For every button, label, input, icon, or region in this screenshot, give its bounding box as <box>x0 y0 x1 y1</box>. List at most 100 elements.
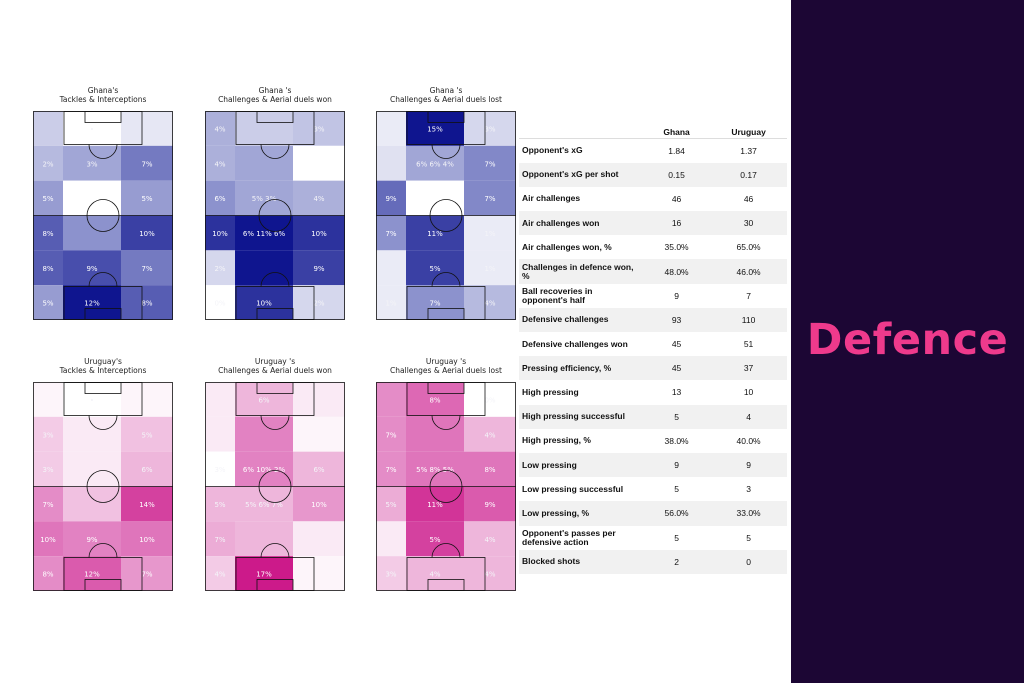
ghana-value-cell: 5 <box>674 532 679 543</box>
cell-label: 9% <box>86 265 97 273</box>
cell-label: 6% <box>313 466 324 474</box>
top-goal-box <box>256 382 294 394</box>
pitch-title: Ghana 's Challenges & Aerial duels won <box>218 86 332 104</box>
heatmap-cell <box>33 250 63 286</box>
heatmap-cell <box>33 285 63 320</box>
table-row: Air challenges won, % 35.0% 65.0% <box>519 235 787 259</box>
heatmap-cell <box>406 416 464 452</box>
bottom-goal-box <box>427 579 465 591</box>
bottom-goal-box <box>256 579 294 591</box>
uruguay-value-cell: 30 <box>743 218 754 229</box>
cell-label: 3% <box>313 125 324 133</box>
top-penalty-arc <box>88 144 118 159</box>
heatmap-cell <box>205 521 235 557</box>
cell-label: 7% <box>141 571 152 579</box>
cell-label: 7% <box>484 195 495 203</box>
cell-label: 9% <box>484 501 495 509</box>
pitch-title: Ghana 's Challenges & Aerial duels lost <box>390 86 502 104</box>
table-row: Low pressing successful 5 3 <box>519 477 787 501</box>
cell-label: 8% <box>484 466 495 474</box>
top-penalty-arc <box>431 144 461 159</box>
table-row: Low pressing, % 56.0% 33.0% <box>519 501 787 526</box>
table-row: High pressing successful 5 4 <box>519 404 787 429</box>
cell-label: 14% <box>139 501 155 509</box>
heatmap-cell <box>293 486 345 522</box>
pitch-svg: 15% 3% 6% 6% 4% 7% 9% 7% 7% 11% 1% 5% 1% 1% 7% 4% <box>376 111 516 320</box>
cell-label: 8% <box>42 265 53 273</box>
uruguay-value-cell: 0 <box>746 556 751 567</box>
cell-label: 4% <box>484 571 495 579</box>
ghana-value-cell: 48.0% <box>664 266 689 277</box>
metric-cell: Air challenges won, % <box>522 241 612 252</box>
pitch-title: Uruguay 's Challenges & Aerial duels won <box>218 357 332 375</box>
pitch-title: Uruguay 's Challenges & Aerial duels los… <box>390 357 502 375</box>
heatmap-cell <box>63 111 121 146</box>
bottom-penalty-arc <box>431 272 461 287</box>
heatmap-cell <box>464 111 516 146</box>
cell-label: 11% <box>427 501 443 509</box>
heatmap-cell <box>464 145 516 181</box>
pitch-title: Uruguay's Tackles & Interceptions <box>59 357 147 375</box>
table-row: High pressing 13 10 <box>519 380 787 404</box>
heatmap-cell <box>121 382 173 417</box>
center-circle <box>86 470 120 503</box>
top-goal-box <box>427 111 465 123</box>
heatmap-cell <box>63 486 121 522</box>
section-title: Defence <box>806 315 1009 365</box>
pitch-svg: • 2% 3% 7% 5% 5% 8% 10% 8% 9% 7% 5% 12% 8% <box>33 111 173 320</box>
heatmap-cell <box>33 111 63 146</box>
cell-label: 1% <box>484 230 495 238</box>
pitch-title: Ghana's Tackles & Interceptions <box>59 86 147 104</box>
center-circle <box>86 199 120 232</box>
cell-label: 8% <box>42 571 53 579</box>
cell-label: 12% <box>84 300 100 308</box>
heatmap-cell <box>205 111 235 146</box>
cell-label: 9% <box>385 195 396 203</box>
heatmap-cell <box>205 215 235 251</box>
heatmap-cell <box>121 250 173 286</box>
metric-cell: Defensive challenges won <box>522 338 628 349</box>
heatmap-cell <box>464 416 516 452</box>
heatmap-cell <box>406 111 464 146</box>
cell-label: 4% <box>214 160 225 168</box>
heatmap-cell <box>121 180 173 216</box>
heatmap-cell <box>205 180 235 216</box>
heatmap-cell <box>235 486 293 522</box>
heatmap-cell <box>293 145 345 181</box>
table-row: Opponent's passes per defensive action 5 5 <box>519 526 787 550</box>
ghana-value-cell: 2 <box>674 556 679 567</box>
heatmap-cell <box>121 215 173 251</box>
bottom-penalty-arc <box>88 272 118 287</box>
table-row: Opponent's xG per shot 0.15 0.17 <box>519 162 787 187</box>
heatmap-cell <box>63 382 121 417</box>
center-circle <box>258 470 292 503</box>
metric-cell: High pressing, % <box>522 435 591 446</box>
heatmap-cell <box>121 416 173 452</box>
ghana-value-cell: 9 <box>674 460 679 471</box>
uruguay-value-cell: 3 <box>746 484 751 495</box>
metric-cell: Air challenges won <box>522 217 600 228</box>
table-row: Ball recoveries in opponent's half 9 7 <box>519 284 787 308</box>
table-row: Low pressing 9 9 <box>519 452 787 478</box>
cell-label: 5% 8% 5% <box>416 466 454 474</box>
top-penalty-arc <box>260 415 290 430</box>
cell-label: 5% <box>42 300 53 308</box>
cell-label: 5% <box>429 536 440 544</box>
cell-label: 3% <box>42 466 53 474</box>
cell-label: 2% <box>214 265 225 273</box>
heatmap-cell <box>293 382 345 417</box>
cell-label: 5% <box>214 501 225 509</box>
cell-label: 7% <box>429 300 440 308</box>
top-penalty-arc <box>431 415 461 430</box>
cell-label: • <box>90 396 94 404</box>
metric-cell: Low pressing <box>522 459 577 470</box>
uruguay-value-cell: 65.0% <box>736 242 761 253</box>
top-goal-box <box>256 111 294 123</box>
metric-cell: Low pressing, % <box>522 507 590 518</box>
heatmap-cell <box>63 451 121 487</box>
heatmap-cell <box>121 556 173 591</box>
metric-cell: High pressing <box>522 386 579 397</box>
uruguay-value-cell: 5 <box>746 532 751 543</box>
heatmap-cell <box>464 521 516 557</box>
table-row: Air challenges won 16 30 <box>519 211 787 236</box>
